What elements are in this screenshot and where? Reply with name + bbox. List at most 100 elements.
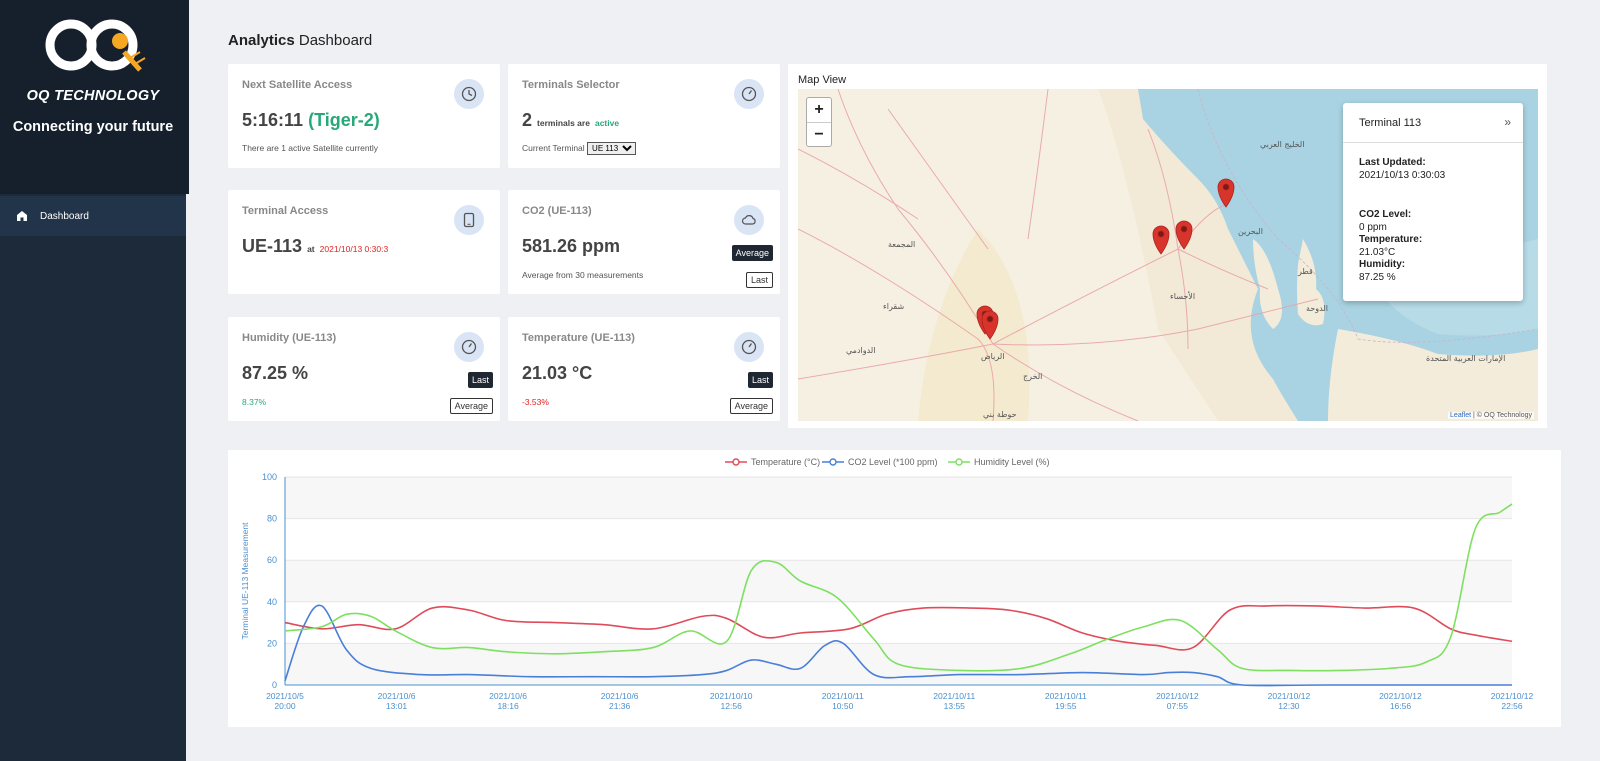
average-button[interactable]: Average [729, 398, 773, 414]
y-tick-label: 40 [267, 597, 277, 607]
line-chart: 0 20 40 60 80 100 Terminal UE-113 Measurement 2… [240, 457, 1534, 711]
map-label: الدوادمي [846, 346, 875, 355]
map-label: البحرين [1238, 227, 1263, 236]
access-timestamp: 2021/10/13 0:30:3 [319, 244, 389, 254]
last-button[interactable]: Last [467, 372, 493, 388]
legend-marker [955, 458, 963, 466]
x-tick-label: 2021/10/10 12:56 [710, 691, 753, 711]
temperature-card: Temperature (UE-113) 21.03 °C -3.53% Las… [508, 317, 780, 421]
card-title: Terminal Access [242, 205, 329, 217]
x-tick-label: 2021/10/12 22:56 [1491, 691, 1534, 711]
map-label: الرياض [981, 352, 1004, 361]
temperature-value: 21.03 °C [522, 363, 593, 383]
sidebar: OQ TECHNOLOGY Connecting your future Das… [0, 0, 189, 761]
card-title: Temperature (UE-113) [522, 332, 635, 344]
zoom-in-button[interactable]: + [814, 101, 824, 118]
x-tick-label: 2021/10/6 13:01 [378, 691, 416, 711]
legend-marker [732, 458, 740, 466]
legend-label: Temperature (°C) [751, 457, 820, 467]
legend-marker [829, 458, 837, 466]
series-line-0 [284, 604, 1513, 651]
card-title: Terminals Selector [522, 79, 620, 91]
oq-logo [45, 19, 146, 72]
popup-title: Terminal 113 [1343, 103, 1523, 143]
x-tick-label: 2021/10/5 20:00 [266, 691, 304, 711]
satellite-countdown: 5:16:11 (Tiger-2) [242, 110, 380, 130]
map-card: Map View [788, 64, 1547, 428]
x-tick-label: 2021/10/12 16:56 [1379, 691, 1422, 711]
terminal-select[interactable]: UE 113 [587, 142, 637, 155]
sidebar-item-label: Dashboard [40, 210, 89, 222]
y-tick-label: 20 [267, 638, 277, 648]
gauge-icon [454, 332, 484, 362]
clock-icon [454, 79, 484, 109]
x-tick-label: 2021/10/11 19:55 [1045, 691, 1087, 711]
x-tick-label: 2021/10/6 18:16 [489, 691, 527, 711]
brand-name: OQ TECHNOLOGY [26, 88, 160, 104]
zoom-out-button[interactable]: − [807, 122, 831, 146]
x-tick-label: 2021/10/12 07:55 [1156, 691, 1199, 711]
last-button[interactable]: Last [747, 372, 773, 388]
terminal-access-card: Terminal Access UE-113 at 2021/10/13 0:3… [228, 190, 500, 294]
humidity-change: 8.37% [242, 397, 267, 407]
x-tick-label: 2021/10/12 12:30 [1268, 691, 1311, 711]
current-terminal-row: Current Terminal UE 113 [522, 142, 637, 155]
tablet-icon [454, 205, 484, 235]
card-subtext: Average from 30 measurements [522, 270, 644, 280]
map-title: Map View [798, 74, 847, 86]
average-button[interactable]: Average [731, 245, 773, 261]
terminals-selector-card: Terminals Selector 2 terminals are activ… [508, 64, 780, 168]
terminal-count: 2 terminals are active [522, 110, 620, 130]
popup-readings: CO2 Level: 0 ppm Temperature: 21.03°C Hu… [1359, 209, 1423, 283]
popup-last-updated: Last Updated: 2021/10/13 0:30:03 [1359, 157, 1446, 181]
grid-band [285, 560, 1512, 602]
map-label: الخليج العربي [1260, 140, 1304, 149]
y-tick-label: 100 [262, 472, 277, 482]
co2-card: CO2 (UE-113) 581.26 ppm Average from 30 … [508, 190, 780, 294]
gauge-icon [734, 332, 764, 362]
map-marker [976, 178, 1235, 340]
series-line-1 [284, 604, 1512, 687]
average-button[interactable]: Average [449, 398, 493, 414]
y-tick-label: 0 [272, 680, 277, 690]
zoom-control: + − [806, 97, 832, 147]
page-title: Analytics Dashboard [228, 32, 373, 49]
card-title: CO2 (UE-113) [522, 205, 592, 217]
humidity-value: 87.25 % [242, 363, 309, 383]
terminal-access-value: UE-113 at 2021/10/13 0:30:3 [242, 236, 389, 256]
series-line-2 [284, 503, 1513, 672]
gauge-icon [734, 79, 764, 109]
card-title: Next Satellite Access [242, 79, 353, 91]
brand-panel: OQ TECHNOLOGY Connecting your future [0, 0, 189, 194]
legend-label: CO2 Level (*100 ppm) [848, 457, 938, 467]
x-tick-label: 2021/10/11 13:55 [933, 691, 975, 711]
leaflet-link[interactable]: Leaflet [1450, 412, 1472, 419]
map-view[interactable]: الخليج العربي البحرين الأحساء الرياض الد… [798, 89, 1538, 421]
y-tick-label: 60 [267, 555, 277, 565]
grid-band [285, 477, 1512, 519]
map-label: الخرج [1023, 372, 1042, 381]
satellite-access-card: Next Satellite Access 5:16:11 (Tiger-2) … [228, 64, 500, 168]
map-label: قطر [1297, 267, 1313, 276]
map-label: الأحساء [1170, 291, 1195, 301]
card-subtext: There are 1 active Satellite currently [242, 143, 379, 153]
map-label: شقراء [883, 302, 904, 311]
map-label: الدوحة [1306, 304, 1328, 313]
y-tick-label: 80 [267, 514, 277, 524]
map-label: حوطة بني [983, 410, 1017, 419]
map-label: المجمعة [888, 240, 915, 249]
humidity-card: Humidity (UE-113) 87.25 % 8.37% Last Ave… [228, 317, 500, 421]
card-title: Humidity (UE-113) [242, 332, 337, 344]
legend-label: Humidity Level (%) [974, 457, 1050, 467]
sidebar-item-dashboard[interactable]: Dashboard [0, 196, 186, 236]
collapse-icon[interactable]: » [1504, 115, 1511, 129]
terminal-status: active [594, 118, 620, 128]
x-tick-label: 2021/10/11 10:50 [822, 691, 864, 711]
y-axis-label: Terminal UE-113 Measurement [240, 522, 250, 640]
last-button[interactable]: Last [745, 272, 773, 288]
x-tick-label: 2021/10/6 21:36 [601, 691, 639, 711]
satellite-name: (Tiger-2) [308, 110, 380, 130]
dashboard-icon [17, 211, 27, 221]
cloud-icon [734, 205, 764, 235]
terminal-popup: Terminal 113 » Last Updated: 2021/10/13 … [1343, 103, 1523, 301]
